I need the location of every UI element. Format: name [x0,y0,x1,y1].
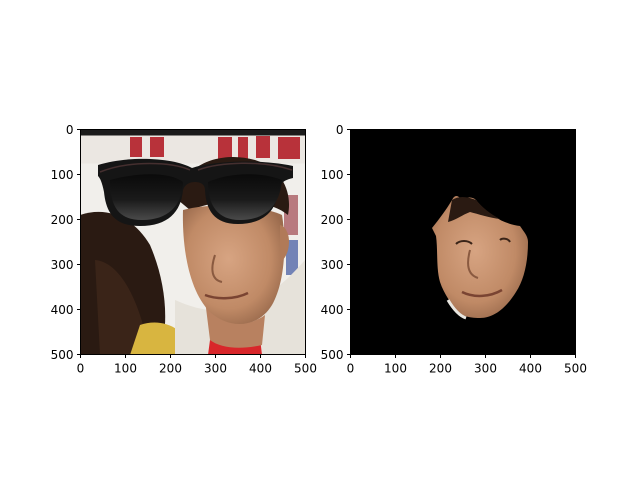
left-x-tick-label: 300 [204,362,227,376]
sunglasses-overlay [98,158,293,226]
left-axes-frame [80,129,306,355]
right-y-tick-label: 100 [321,168,344,182]
left-y-tick-label: 200 [51,213,74,227]
left-x-tick-label: 200 [159,362,182,376]
left-y-axis: 0 100 200 300 400 500 [51,123,81,362]
left-x-tick-label: 500 [294,362,317,376]
right-x-tick-label: 200 [429,362,452,376]
right-y-tick-label: 500 [321,348,344,362]
right-x-tick-label: 100 [384,362,407,376]
left-x-axis: 0 100 200 300 400 500 [77,354,317,376]
right-axes-frame [350,129,576,355]
left-x-tick-label: 400 [249,362,272,376]
left-image [80,129,306,355]
left-x-tick-label: 100 [114,362,137,376]
left-x-tick-label: 0 [77,362,85,376]
right-image-panel: 0 100 200 300 400 500 0 100 200 300 400 500 [321,123,587,376]
left-y-tick-label: 400 [51,303,74,317]
left-image-panel: 0 100 200 300 400 500 0 100 200 300 400 500 [51,123,317,376]
right-y-tick-label: 400 [321,303,344,317]
right-x-axis: 0 100 200 300 400 500 [347,354,587,376]
right-y-tick-label: 0 [336,123,344,137]
right-y-tick-label: 300 [321,258,344,272]
right-y-axis: 0 100 200 300 400 500 [321,123,351,362]
right-x-tick-label: 400 [519,362,542,376]
right-x-tick-label: 0 [347,362,355,376]
right-x-tick-label: 500 [564,362,587,376]
left-y-tick-label: 100 [51,168,74,182]
right-y-tick-label: 200 [321,213,344,227]
right-image [350,129,576,355]
segmented-face [432,196,528,318]
left-y-tick-label: 500 [51,348,74,362]
right-x-tick-label: 300 [474,362,497,376]
left-y-tick-label: 0 [66,123,74,137]
left-y-tick-label: 300 [51,258,74,272]
